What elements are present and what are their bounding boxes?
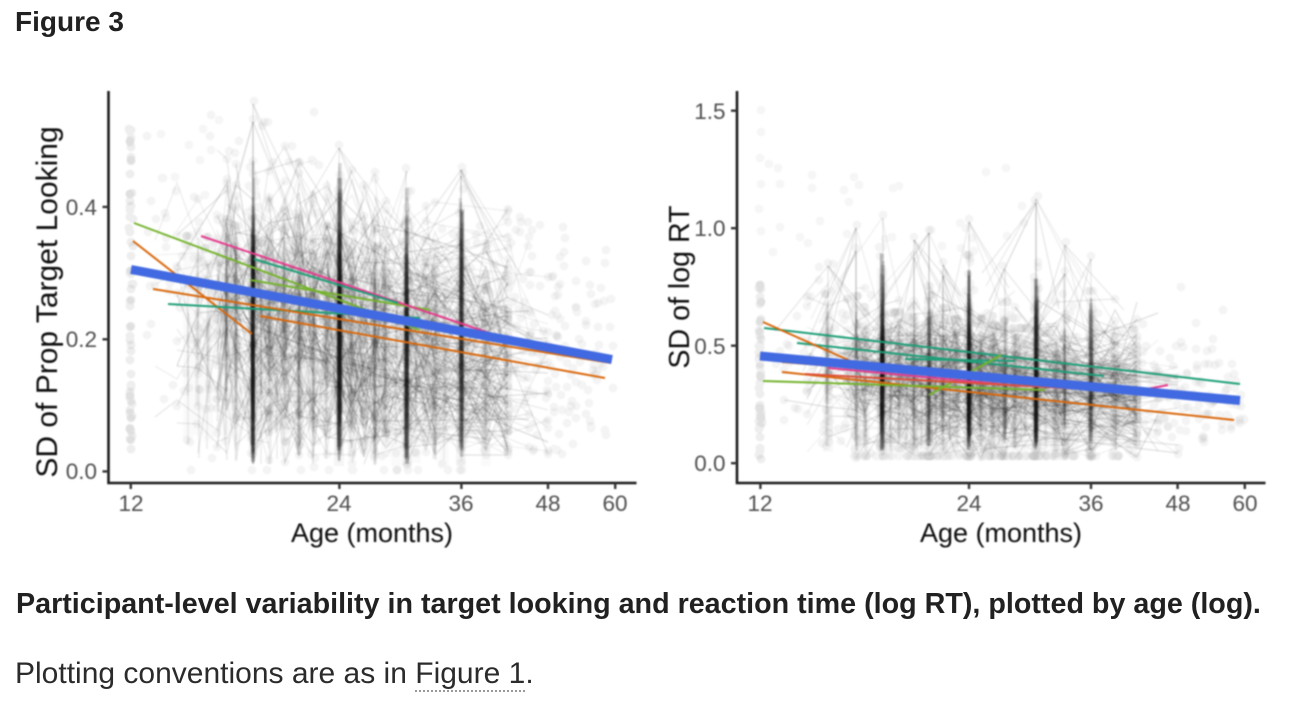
svg-text:1.0: 1.0 (694, 216, 725, 241)
svg-text:0.2: 0.2 (66, 327, 97, 352)
svg-text:60: 60 (1232, 491, 1257, 516)
svg-text:SD of Prop Target Looking: SD of Prop Target Looking (31, 126, 64, 477)
svg-text:36: 36 (448, 491, 473, 516)
svg-text:Age (months): Age (months) (291, 518, 453, 548)
svg-text:0.0: 0.0 (66, 459, 97, 484)
svg-text:0.5: 0.5 (694, 334, 725, 359)
svg-text:SD of log RT: SD of log RT (664, 205, 696, 368)
svg-text:36: 36 (1078, 491, 1103, 516)
svg-text:60: 60 (602, 491, 627, 516)
svg-text:0.4: 0.4 (66, 195, 97, 220)
svg-text:Age (months): Age (months) (920, 518, 1082, 548)
svg-text:0.0: 0.0 (694, 451, 725, 476)
svg-text:48: 48 (535, 491, 560, 516)
svg-text:24: 24 (956, 491, 981, 516)
svg-text:48: 48 (1165, 491, 1190, 516)
svg-text:1.5: 1.5 (694, 99, 725, 124)
svg-text:12: 12 (747, 491, 772, 516)
svg-text:12: 12 (118, 491, 143, 516)
svg-text:24: 24 (326, 491, 351, 516)
